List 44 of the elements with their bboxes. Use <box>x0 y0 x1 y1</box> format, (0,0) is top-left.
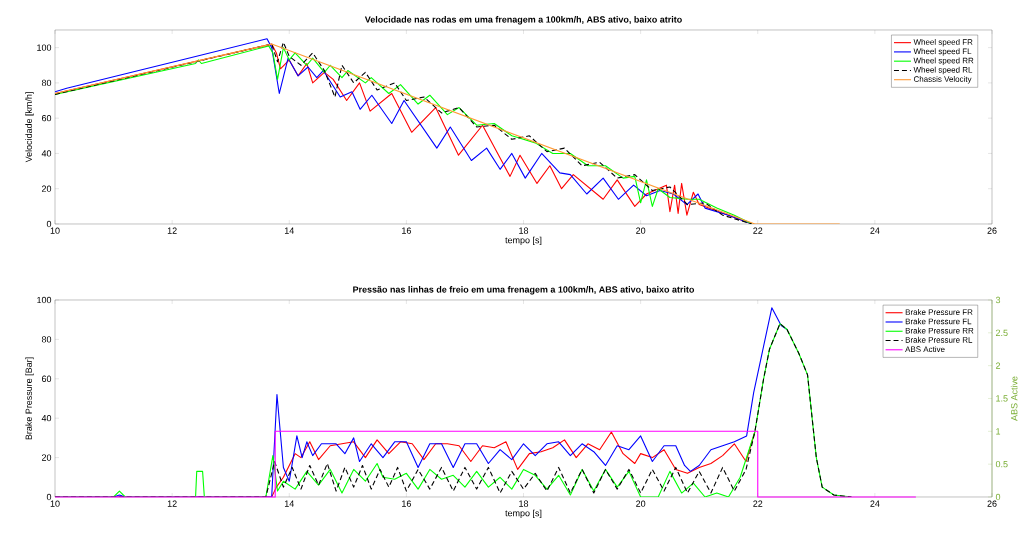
y-tick-label: 0 <box>46 493 52 501</box>
x-tick-label: 14 <box>284 227 294 234</box>
y-axis-title: Velocidade [km/h] <box>25 92 34 163</box>
y-axis-title: Brake Pressure [Bar] <box>25 357 34 440</box>
x-tick-label: 12 <box>167 227 177 234</box>
x-tick-label: 10 <box>50 227 60 234</box>
x-tick-label: 14 <box>284 500 294 507</box>
x-tick-label: 20 <box>636 227 646 234</box>
x-tick-label: 22 <box>753 500 763 507</box>
x-tick-label: 18 <box>519 500 529 507</box>
x-axis-title: tempo [s] <box>505 236 542 246</box>
y2-tick-label: 2.5 <box>995 329 1008 336</box>
y-tick-label: 40 <box>41 415 52 422</box>
y2-tick-label: 0 <box>995 493 1001 501</box>
y2-tick-label: 0.5 <box>995 460 1008 468</box>
chart-title: Pressão nas linhas de freio em uma frenagem a 100km/h, ABS ativo, baixo atrito <box>353 286 695 295</box>
y2-tick-label: 3 <box>995 296 1001 304</box>
y2-tick-label: 1 <box>996 428 1001 435</box>
x-tick-label: 26 <box>987 227 997 234</box>
y-tick-label: 40 <box>41 150 52 157</box>
x-tick-label: 16 <box>402 227 411 234</box>
y-tick-label: 0 <box>46 220 52 228</box>
x-tick-label: 20 <box>636 500 646 507</box>
x-tick-label: 10 <box>50 500 60 507</box>
y-tick-label: 20 <box>41 454 52 461</box>
y-tick-label: 80 <box>41 79 52 87</box>
x-tick-label: 24 <box>870 500 880 507</box>
y-tick-label: 80 <box>41 336 52 343</box>
y2-tick-label: 2 <box>995 362 1001 369</box>
y-tick-label: 100 <box>37 296 52 304</box>
y2-tick-label: 1.5 <box>996 395 1008 402</box>
x-tick-label: 12 <box>167 500 177 507</box>
y-tick-label: 60 <box>41 114 52 122</box>
y2-axis-title: ABS Active <box>1010 376 1018 421</box>
x-tick-label: 26 <box>987 500 997 507</box>
chart-title: Velocidade nas rodas em uma frenagem a 100km/h, ABS ativo, baixo atrito <box>364 16 682 25</box>
x-tick-label: 24 <box>870 227 880 234</box>
x-tick-label: 18 <box>519 227 529 234</box>
y-tick-label: 60 <box>41 375 52 382</box>
x-axis-title: tempo [s] <box>505 509 542 519</box>
y-tick-label: 100 <box>37 44 52 51</box>
x-tick-label: 22 <box>753 227 763 234</box>
x-tick-label: 16 <box>402 500 411 507</box>
y-tick-label: 20 <box>41 185 52 192</box>
